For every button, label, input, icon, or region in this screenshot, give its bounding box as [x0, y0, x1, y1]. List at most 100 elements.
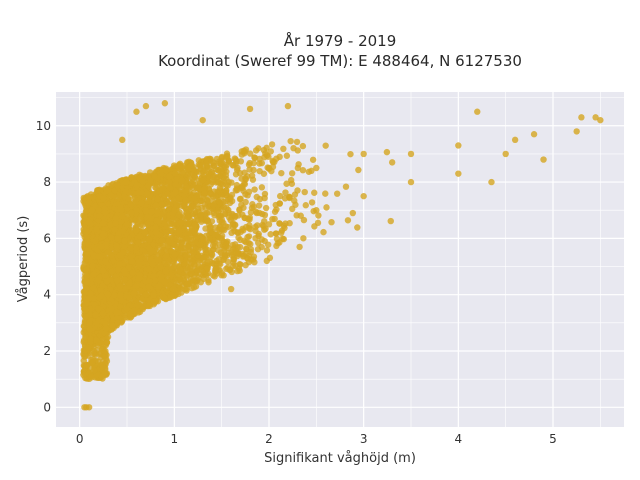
scatter-point [258, 184, 266, 191]
scatter-point [157, 263, 164, 271]
scatter-point [294, 147, 301, 154]
scatter-point [234, 250, 242, 257]
scatter-point [166, 184, 173, 191]
scatter-point [147, 177, 154, 184]
scatter-point [95, 212, 103, 219]
scatter-point [239, 253, 247, 260]
scatter-point [313, 207, 320, 214]
scatter-point [190, 276, 197, 283]
y-tick-label: 0 [43, 400, 51, 414]
scatter-point [223, 239, 230, 246]
scatter-point [204, 197, 211, 204]
scatter-point [592, 114, 599, 121]
scatter-point [93, 337, 100, 344]
scatter-point [305, 168, 313, 175]
scatter-point [202, 204, 209, 211]
scatter-point [123, 221, 131, 228]
scatter-point [183, 252, 191, 259]
scatter-point [104, 249, 112, 256]
scatter-point [261, 226, 268, 233]
scatter-point [224, 244, 232, 252]
scatter-point [200, 275, 207, 283]
scatter-point [278, 169, 285, 177]
scatter-point [114, 266, 122, 274]
scatter-point [82, 228, 90, 235]
scatter-point [126, 294, 133, 301]
scatter-point [360, 150, 367, 158]
scatter-point [95, 342, 102, 349]
scatter-point [287, 176, 295, 184]
scatter-point [222, 210, 229, 217]
scatter-point [387, 217, 394, 225]
scatter-point [530, 131, 538, 138]
scatter-point [83, 266, 90, 273]
scatter-point [126, 310, 134, 318]
scatter-point [204, 265, 211, 272]
scatter-point [158, 273, 165, 281]
scatter-point [198, 197, 205, 205]
scatter-point [236, 267, 243, 274]
scatter-point [172, 235, 179, 242]
scatter-point [133, 181, 141, 189]
scatter-point [250, 159, 257, 167]
scatter-point [349, 209, 357, 217]
scatter-point [293, 138, 301, 146]
scatter-point [87, 373, 95, 380]
scatter-point [184, 280, 191, 288]
scatter-point [249, 256, 257, 263]
scatter-point [236, 206, 243, 214]
scatter-point [121, 276, 128, 283]
scatter-point [455, 170, 462, 177]
scatter-point [218, 157, 225, 165]
scatter-point [573, 128, 580, 135]
scatter-point [102, 320, 109, 327]
scatter-point [88, 206, 96, 214]
scatter-point [222, 154, 230, 161]
scatter-point [200, 236, 207, 244]
scatter-point [102, 209, 109, 216]
y-tick-label: 2 [43, 344, 51, 358]
scatter-point [133, 227, 140, 234]
scatter-point [104, 291, 112, 298]
scatter-point [169, 290, 176, 298]
scatter-point [228, 229, 235, 237]
scatter-point [273, 242, 280, 250]
scatter-point [195, 157, 202, 164]
scatter-point [222, 187, 230, 194]
scatter-point [597, 116, 604, 124]
scatter-point [114, 314, 121, 322]
scatter-point [130, 290, 138, 297]
scatter-point [190, 249, 197, 256]
scatter-point [145, 236, 153, 243]
scatter-point [308, 199, 316, 206]
scatter-point [81, 353, 88, 360]
scatter-point [122, 178, 130, 186]
scatter-point [146, 169, 154, 176]
scatter-point [207, 253, 215, 261]
scatter-point [177, 219, 185, 226]
scatter-point [142, 102, 150, 110]
scatter-point [142, 207, 150, 215]
scatter-point [254, 222, 261, 229]
scatter-point [122, 188, 129, 195]
scatter-point [222, 172, 230, 179]
scatter-point [145, 278, 153, 285]
scatter-point [85, 404, 93, 411]
scatter-point [219, 226, 227, 233]
scatter-point [117, 204, 124, 212]
scatter-point [95, 207, 102, 214]
scatter-point [203, 215, 211, 223]
scatter-point [86, 326, 94, 333]
scatter-point [114, 235, 121, 242]
scatter-point [407, 178, 415, 186]
scatter-point [191, 261, 198, 268]
scatter-point [83, 272, 90, 279]
scatter-point [161, 100, 169, 107]
scatter-point [133, 282, 140, 289]
scatter-point [82, 255, 89, 262]
scatter-point [284, 102, 292, 110]
scatter-point [259, 210, 266, 218]
scatter-point [111, 226, 118, 234]
scatter-point [84, 240, 92, 248]
scatter-point [189, 184, 196, 191]
